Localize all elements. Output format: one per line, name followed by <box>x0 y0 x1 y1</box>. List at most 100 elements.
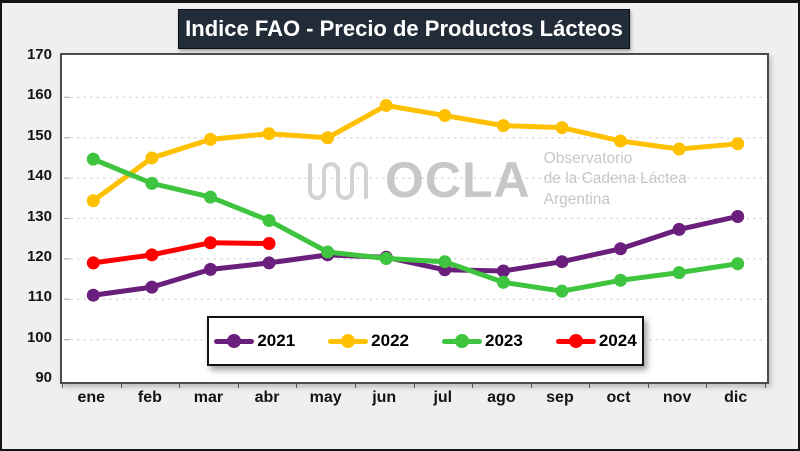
data-point-2022-abr <box>262 127 276 141</box>
legend: 2021 2022 2023 2024 <box>207 316 644 366</box>
page-title: Indice FAO - Precio de Productos Lácteos <box>178 9 630 49</box>
x-axis-tick <box>179 384 181 388</box>
x-axis-label-nov: nov <box>662 389 692 406</box>
x-axis-tick <box>765 384 766 388</box>
legend-swatch-2024 <box>555 334 596 348</box>
legend-label-2023: 2023 <box>485 331 523 350</box>
data-point-2021-nov <box>672 222 686 236</box>
x-axis-tick <box>296 384 298 388</box>
data-point-2023-ago <box>496 275 510 289</box>
data-point-2023-dic <box>731 257 745 271</box>
data-point-2022-oct <box>614 134 628 148</box>
series-line-2021 <box>90 213 741 298</box>
series-layer <box>86 98 745 302</box>
legend-label-2021: 2021 <box>257 331 296 350</box>
data-point-2023-jun <box>379 251 393 265</box>
legend-label-2022: 2022 <box>371 331 409 350</box>
ocla-subtitle-line2: de la Cadena Láctea <box>543 170 687 188</box>
legend-swatch-2023 <box>442 334 482 348</box>
x-axis-tick <box>589 384 591 388</box>
y-axis-label-120: 120 <box>26 247 52 265</box>
y-axis-label-110: 110 <box>27 288 52 306</box>
data-point-2021-feb <box>145 280 159 294</box>
data-point-2022-may <box>321 131 335 145</box>
data-point-2022-feb <box>145 151 159 165</box>
legend-marker <box>455 334 469 348</box>
data-point-2024-mar <box>203 236 217 250</box>
data-point-2023-mar <box>203 190 217 204</box>
x-axis-tick <box>120 384 122 388</box>
data-point-2023-feb <box>145 176 159 190</box>
data-point-2021-oct <box>614 242 628 256</box>
y-axis-label-140: 140 <box>26 167 52 185</box>
data-point-2023-sep <box>555 284 569 298</box>
x-axis-label-jul: jul <box>433 389 453 406</box>
data-point-2021-dic <box>731 209 745 223</box>
x-axis-label-jun: jun <box>372 389 397 406</box>
series-line-2024 <box>90 240 272 266</box>
data-point-2022-ene <box>86 194 100 208</box>
legend-item-2022: 2022 <box>328 331 409 351</box>
data-point-2023-jul <box>438 255 452 269</box>
series-line-2022 <box>90 102 741 204</box>
data-point-2022-ago <box>496 119 510 133</box>
x-axis-tick <box>413 384 415 388</box>
series-line-2023 <box>90 156 741 294</box>
x-axis-tick <box>472 384 474 388</box>
data-point-2023-nov <box>672 266 686 280</box>
ocla-subtitle-line1: Observatorio <box>543 150 633 167</box>
x-axis-tick <box>647 384 649 388</box>
legend-item-2021: 2021 <box>214 331 295 351</box>
x-axis-tick <box>62 384 63 388</box>
ocla-brand-text: OCLA <box>385 151 531 208</box>
data-point-2024-abr <box>262 237 276 251</box>
y-axis-label-170: 170 <box>26 46 52 63</box>
ocla-subtitle: Observatorio de la Cadena Láctea Argenti… <box>544 149 687 210</box>
y-axis-label-150: 150 <box>26 126 52 144</box>
x-axis-label-sep: sep <box>546 389 574 406</box>
x-axis-label-dic: dic <box>724 389 748 406</box>
data-point-2024-feb <box>145 248 159 262</box>
y-axis-label-160: 160 <box>26 86 52 104</box>
legend-label-2024: 2024 <box>598 331 637 350</box>
data-point-2023-oct <box>614 273 628 287</box>
data-point-2021-ene <box>86 288 100 302</box>
x-axis-label-feb: feb <box>137 389 162 406</box>
data-point-2024-ene <box>86 256 100 270</box>
data-point-2023-ene <box>86 152 100 166</box>
y-axis-label-90: 90 <box>35 369 52 386</box>
x-axis-tick <box>706 384 708 388</box>
data-point-2022-sep <box>555 121 569 135</box>
legend-marker <box>341 334 356 348</box>
x-axis-label-may: may <box>309 389 342 406</box>
data-point-2022-dic <box>731 137 745 151</box>
legend-swatch-2021 <box>214 334 255 348</box>
data-point-2022-jul <box>438 109 452 123</box>
data-point-2023-may <box>321 245 335 259</box>
ocla-watermark: OCLA Observatorio de la Cadena Láctea Ar… <box>304 149 687 210</box>
x-axis-label-ene: ene <box>77 389 106 406</box>
ocla-wave-icon <box>308 161 368 200</box>
x-axis-label-abr: abr <box>254 389 280 406</box>
data-point-2021-mar <box>203 262 217 276</box>
legend-marker <box>568 334 583 348</box>
x-axis-tick <box>237 384 239 388</box>
x-axis-label-oct: oct <box>606 389 631 406</box>
data-point-2022-mar <box>203 132 217 146</box>
x-axis-tick <box>354 384 356 388</box>
data-point-2023-abr <box>262 214 276 228</box>
legend-swatch-2022 <box>328 334 369 348</box>
legend-marker <box>227 334 242 348</box>
data-point-2021-sep <box>555 255 569 269</box>
legend-item-2023: 2023 <box>442 331 523 351</box>
y-axis-label-130: 130 <box>26 207 52 225</box>
x-axis-label-ago: ago <box>487 389 516 406</box>
x-axis-tick <box>530 384 532 388</box>
y-axis-label-100: 100 <box>26 328 52 346</box>
data-point-2022-jun <box>379 98 393 112</box>
data-point-2021-ago <box>496 264 510 278</box>
data-point-2021-abr <box>262 256 276 270</box>
ocla-subtitle-line3: Argentina <box>543 190 611 208</box>
x-axis-label-mar: mar <box>193 389 224 406</box>
